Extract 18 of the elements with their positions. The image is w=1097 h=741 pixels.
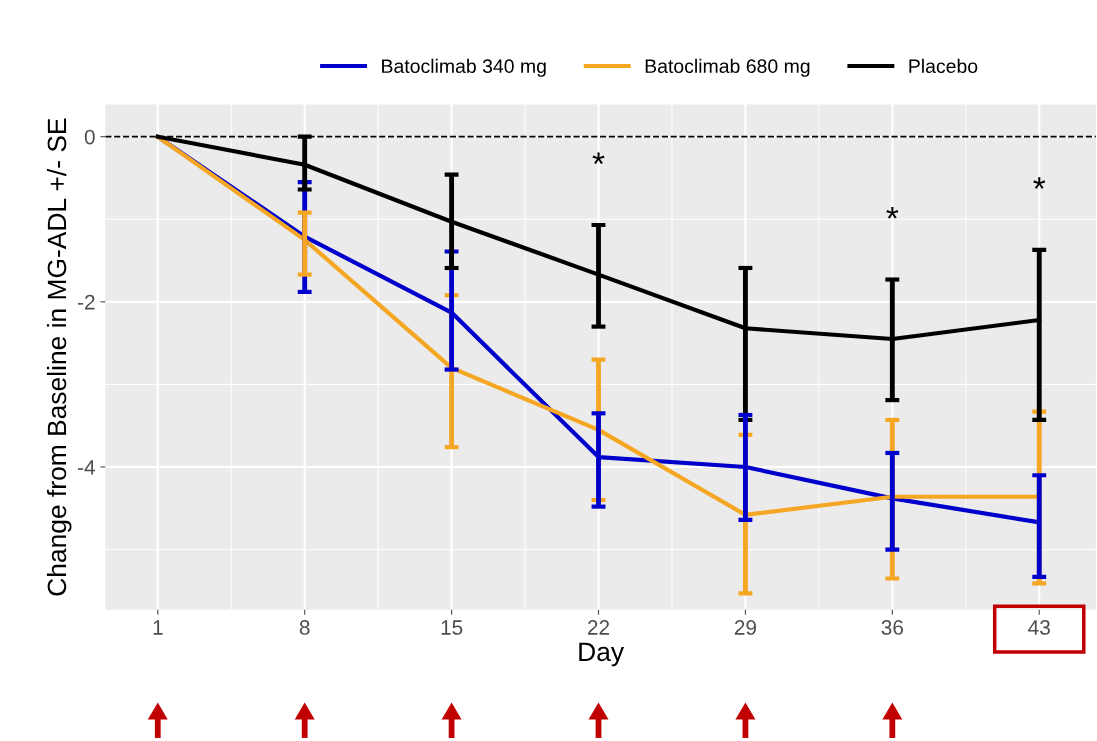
y-tick-label: 0 — [84, 129, 95, 145]
x-tick-label: 15 — [441, 620, 463, 635]
annotation: * — [592, 152, 605, 165]
legend-label: Batoclimab 340 mg — [382, 58, 546, 77]
legend-label: Placebo — [909, 58, 978, 74]
x-tick-label: 22 — [587, 620, 610, 635]
y-tick-label: -2 — [77, 294, 95, 310]
x-tick-label: 36 — [881, 620, 903, 635]
x-tick-label: 1 — [153, 620, 163, 635]
x-axis-title: Day — [579, 642, 625, 667]
y-axis-title: Change from Baseline in MG-ADL +/- SE — [46, 118, 72, 596]
x-tick-label: 8 — [299, 620, 310, 635]
x-tick-label: 29 — [734, 620, 757, 635]
legend-label: Batoclimab 680 mg — [645, 58, 810, 77]
x-tick-label: 43 — [1028, 620, 1050, 635]
y-tick-label: -4 — [77, 460, 95, 475]
annotation: * — [1033, 177, 1046, 189]
annotation: * — [886, 206, 899, 219]
